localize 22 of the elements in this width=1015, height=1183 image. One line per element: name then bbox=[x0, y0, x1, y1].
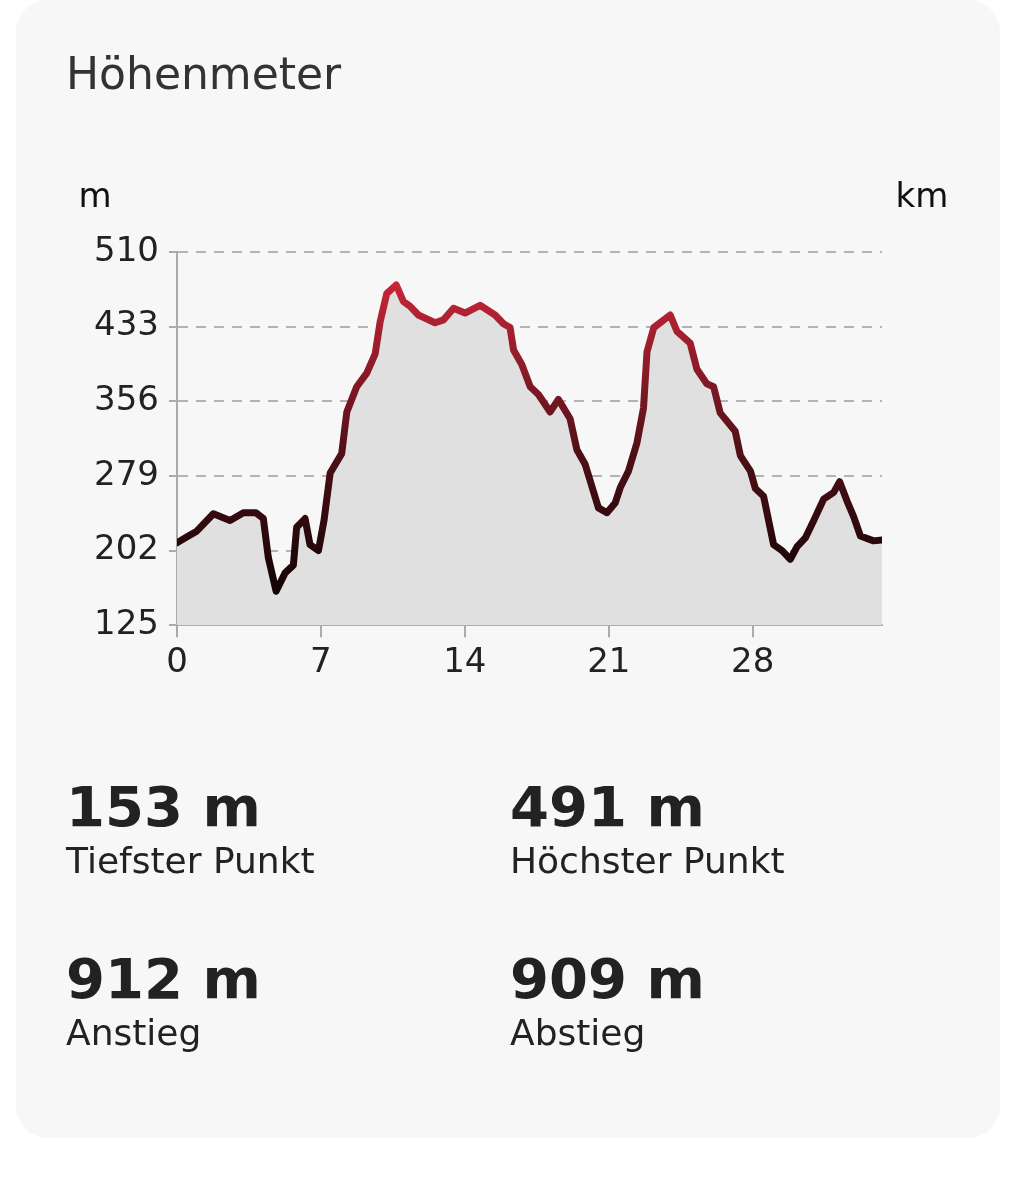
y-tick-label: 125 bbox=[94, 602, 159, 643]
y-tick-label: 279 bbox=[94, 452, 159, 493]
x-tick-label: 0 bbox=[166, 640, 188, 681]
y-axis-title: m bbox=[78, 174, 112, 215]
x-tick-label: 21 bbox=[587, 640, 631, 681]
y-tick-label: 202 bbox=[94, 527, 159, 568]
text: Anstieg bbox=[66, 1011, 203, 1055]
x-tick-label: 14 bbox=[443, 640, 487, 681]
text: 153 m bbox=[66, 774, 262, 839]
text: Tiefster Punkt bbox=[66, 839, 315, 883]
text: 909 m bbox=[510, 946, 705, 1011]
text: Höchster Punkt bbox=[510, 839, 785, 883]
text: 491 m bbox=[510, 774, 706, 839]
text: Abstieg bbox=[510, 1011, 647, 1055]
text: 912 m bbox=[66, 946, 261, 1011]
x-axis-title: km bbox=[895, 174, 949, 215]
y-tick-label: 510 bbox=[94, 228, 159, 269]
chart-title: Höhenmeter bbox=[66, 48, 342, 99]
x-tick-label: 28 bbox=[731, 640, 775, 681]
y-tick-label: 433 bbox=[94, 303, 159, 344]
y-tick-label: 356 bbox=[94, 378, 159, 419]
x-tick-label: 7 bbox=[310, 640, 332, 681]
